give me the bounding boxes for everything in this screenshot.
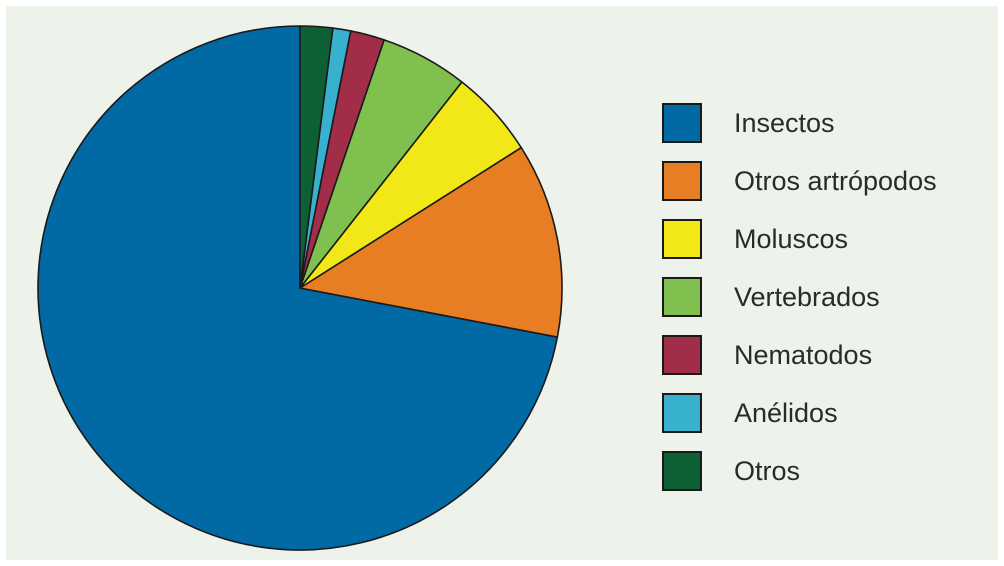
legend-swatch-anelidos <box>662 393 702 433</box>
legend-swatch-otros <box>662 451 702 491</box>
legend-swatch-moluscos <box>662 219 702 259</box>
legend-item-anelidos: Anélidos <box>662 384 1002 442</box>
legend-swatch-insectos <box>662 103 702 143</box>
legend: Insectos Otros artrópodos Moluscos Verte… <box>662 94 1002 500</box>
legend-item-moluscos: Moluscos <box>662 210 1002 268</box>
legend-item-otros-artropodos: Otros artrópodos <box>662 152 1002 210</box>
pie-chart <box>37 25 563 551</box>
chart-panel: Insectos Otros artrópodos Moluscos Verte… <box>6 6 998 560</box>
legend-label-nematodos: Nematodos <box>734 339 873 370</box>
legend-item-nematodos: Nematodos <box>662 326 1002 384</box>
legend-label-anelidos: Anélidos <box>734 397 838 428</box>
pie-slice-insectos <box>37 25 559 551</box>
legend-item-otros: Otros <box>662 442 1002 500</box>
legend-item-vertebrados: Vertebrados <box>662 268 1002 326</box>
legend-item-insectos: Insectos <box>662 94 1002 152</box>
legend-swatch-otros-artropodos <box>662 161 702 201</box>
legend-label-vertebrados: Vertebrados <box>734 281 880 312</box>
legend-swatch-nematodos <box>662 335 702 375</box>
legend-label-insectos: Insectos <box>734 107 835 138</box>
legend-label-otros-artropodos: Otros artrópodos <box>734 165 937 196</box>
legend-swatch-vertebrados <box>662 277 702 317</box>
pie-slice-otros-artropodos <box>299 146 563 338</box>
legend-label-otros: Otros <box>734 455 801 486</box>
pie-slice-otros <box>299 25 334 289</box>
legend-label-moluscos: Moluscos <box>734 223 849 254</box>
